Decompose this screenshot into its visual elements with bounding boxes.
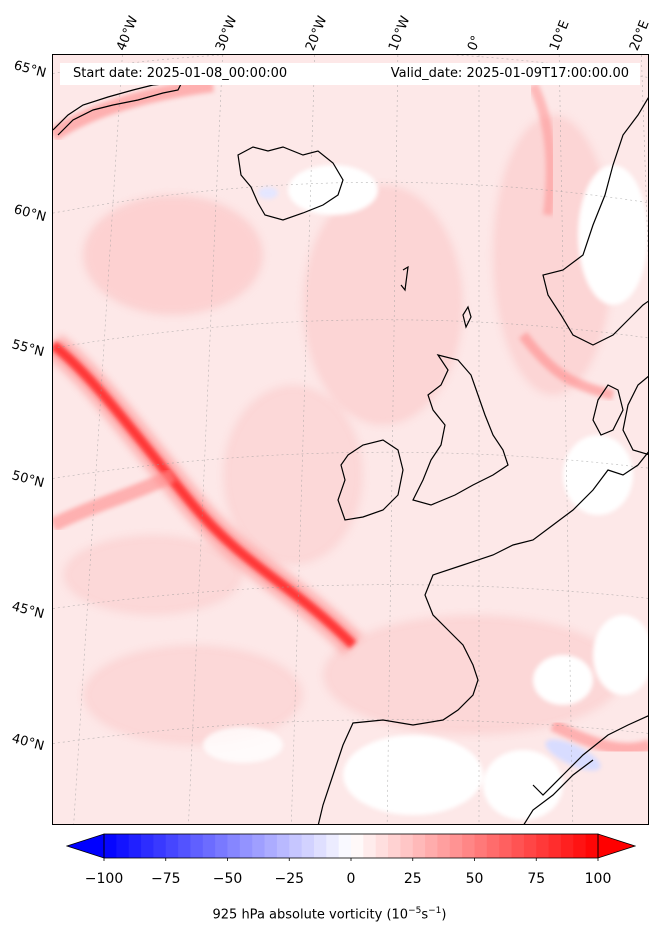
- colorbar-segment: [449, 834, 463, 858]
- lon-label-20e: 20°E: [627, 18, 653, 53]
- lat-label-40n: 40°N: [10, 731, 46, 755]
- colorbar-tick-label: −50: [212, 871, 243, 887]
- colorbar-segment: [573, 834, 587, 858]
- colorbar-segment: [289, 834, 303, 858]
- colorbar-segment: [128, 834, 142, 858]
- coast-great-britain: [412, 354, 509, 506]
- colorbar-segment: [437, 834, 451, 858]
- coast-europe: [317, 451, 648, 824]
- lon-label-10e: 10°E: [547, 18, 573, 53]
- lat-label-50n: 50°N: [10, 468, 46, 492]
- lat-label-60n: 60°N: [12, 202, 48, 226]
- lon-label-40w: 40°W: [114, 14, 142, 53]
- colorbar-segment: [511, 834, 525, 858]
- coast-africa: [523, 759, 594, 824]
- colorbar-tick-label: 25: [403, 871, 422, 887]
- colorbar-segment: [536, 834, 550, 858]
- colorbar-segment: [227, 834, 241, 858]
- colorbar-segment: [276, 834, 290, 858]
- colorbar-tick-label: 50: [465, 871, 484, 887]
- colorbar-segment: [560, 834, 574, 858]
- colorbar-segment: [400, 834, 414, 858]
- colorbar-segment: [425, 834, 438, 858]
- coast-ireland: [337, 439, 404, 521]
- lon-label-20w: 20°W: [303, 14, 331, 53]
- colorbar-tick-label: −100: [84, 871, 124, 887]
- colorbar-tick-label: 75: [527, 871, 546, 887]
- colorbar-segment: [104, 834, 117, 858]
- colorbar-max-extend: [597, 833, 636, 859]
- colorbar-segment: [548, 834, 562, 858]
- coast-denmark: [592, 384, 624, 436]
- colorbar-segment: [239, 834, 253, 858]
- colorbar-segment: [264, 834, 278, 858]
- colorbar-segment: [499, 834, 513, 858]
- colorbar-segment: [523, 834, 537, 858]
- colorbar-tick-label: 0: [346, 871, 356, 887]
- colorbar-segment: [252, 834, 266, 858]
- coast-iceland: [237, 146, 344, 221]
- colorbar-segment: [116, 834, 130, 858]
- date-header-band: [60, 63, 640, 85]
- colorbar-segment: [412, 834, 426, 858]
- colorbar-segment: [363, 834, 377, 858]
- colorbar-segment: [585, 834, 599, 858]
- colorbar-segment: [375, 834, 389, 858]
- colorbar-segment: [165, 834, 179, 858]
- colorbar-segment: [301, 834, 315, 858]
- colorbar-segment: [190, 834, 204, 858]
- colorbar-segment: [486, 834, 500, 858]
- colorbar: [66, 833, 636, 861]
- colorbar-segment: [326, 834, 340, 858]
- negative-vorticity-patches: [258, 187, 601, 771]
- lon-label-0: 0°: [465, 33, 485, 53]
- colorbar-segment: [388, 834, 401, 858]
- coast-iberia-med: [532, 715, 648, 796]
- lat-label-65n: 65°N: [12, 58, 48, 82]
- coast-shetland: [462, 305, 472, 329]
- coast-sweden: [622, 375, 648, 456]
- lon-label-10w: 10°W: [386, 14, 414, 53]
- graticule: [53, 55, 648, 824]
- colorbar-segment: [351, 834, 364, 858]
- weak-vorticity-patches: [63, 115, 623, 745]
- colorbar-segment: [313, 834, 327, 858]
- colorbar-min-extend: [66, 833, 105, 859]
- colorbar-tick-label: −75: [150, 871, 181, 887]
- colorbar-segment: [178, 834, 191, 858]
- vorticity-map: [52, 54, 649, 825]
- colorbar-segment: [462, 834, 475, 858]
- colorbar-segment: [153, 834, 167, 858]
- coast-faroe: [400, 265, 409, 292]
- colorbar-label: 925 hPa absolute vorticity (10−5s−1): [212, 906, 447, 923]
- lon-label-30w: 30°W: [213, 14, 241, 53]
- strong-vorticity-band: [53, 78, 648, 755]
- colorbar-segment: [141, 834, 154, 858]
- start-date-label: Start date: 2025-01-08_00:00:00: [73, 66, 288, 81]
- coast-norway: [542, 97, 648, 346]
- lat-label-45n: 45°N: [10, 599, 46, 623]
- valid-date-label: Valid_date: 2025-01-09T17:00:00.00: [390, 66, 629, 81]
- lat-label-55n: 55°N: [10, 337, 46, 361]
- colorbar-segment: [338, 834, 352, 858]
- colorbar-segment: [215, 834, 228, 858]
- colorbar-segment: [474, 834, 488, 858]
- colorbar-tick-label: −25: [274, 871, 305, 887]
- colorbar-tick-label: 100: [584, 871, 612, 887]
- colorbar-segment: [202, 834, 216, 858]
- vorticity-field: [53, 55, 648, 824]
